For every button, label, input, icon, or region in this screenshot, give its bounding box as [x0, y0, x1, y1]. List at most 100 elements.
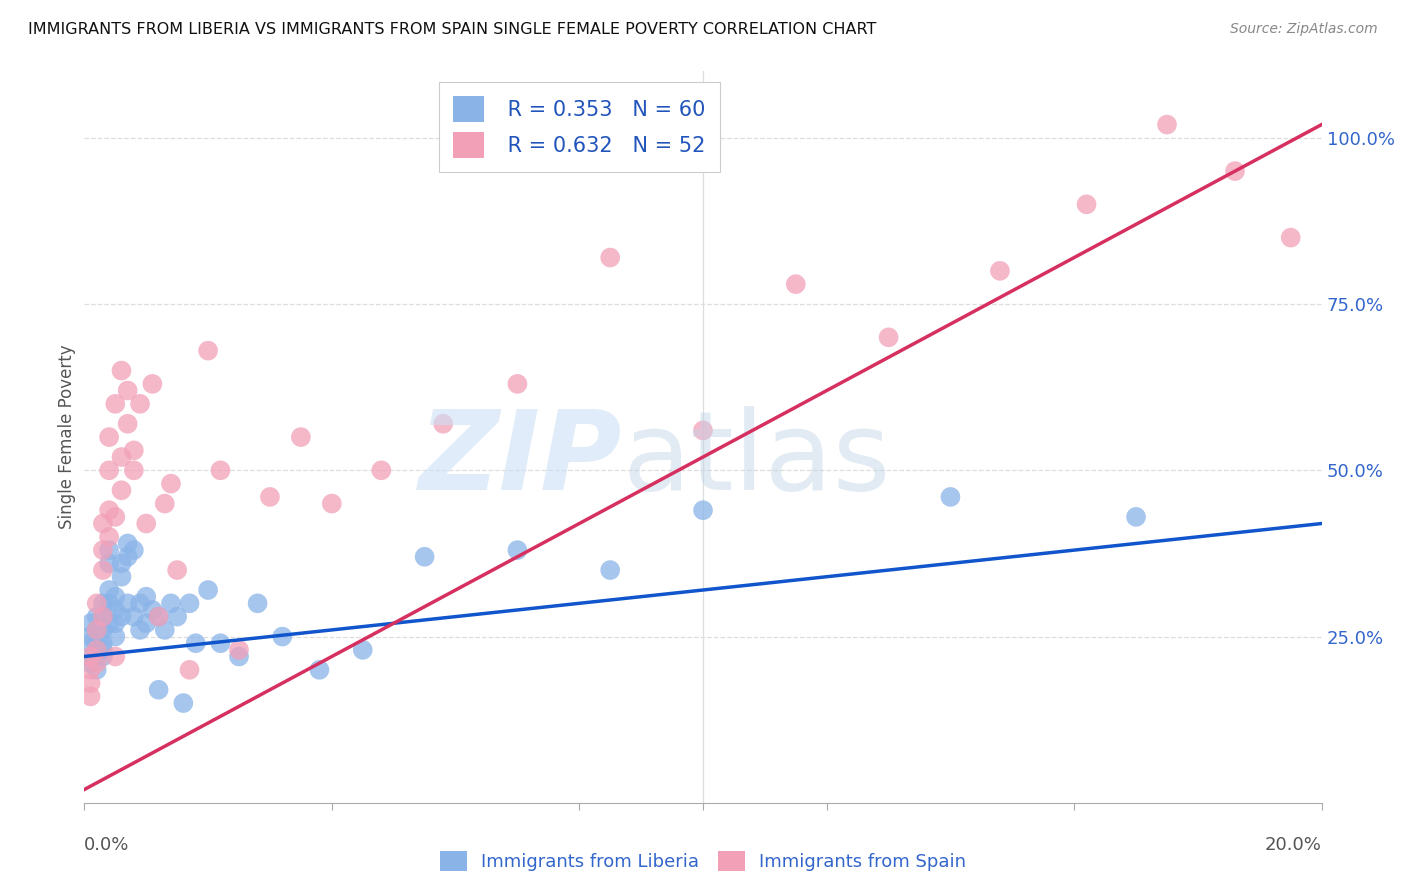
Point — [184, 636, 207, 650]
Point — [135, 590, 157, 604]
Point — [988, 264, 1011, 278]
Point — [117, 596, 139, 610]
Point — [110, 570, 132, 584]
Point — [86, 656, 108, 670]
Point — [179, 663, 201, 677]
Point — [104, 630, 127, 644]
Point — [117, 536, 139, 550]
Text: ZIP: ZIP — [419, 406, 623, 513]
Point — [166, 609, 188, 624]
Point — [122, 609, 145, 624]
Point — [98, 616, 121, 631]
Point — [172, 696, 194, 710]
Point — [599, 251, 621, 265]
Point — [91, 636, 114, 650]
Point — [98, 503, 121, 517]
Point — [79, 676, 101, 690]
Point — [1279, 230, 1302, 244]
Point — [79, 636, 101, 650]
Point — [370, 463, 392, 477]
Point — [1076, 197, 1098, 211]
Point — [98, 557, 121, 571]
Point — [110, 609, 132, 624]
Point — [160, 596, 183, 610]
Point — [352, 643, 374, 657]
Point — [209, 463, 232, 477]
Point — [432, 417, 454, 431]
Point — [79, 656, 101, 670]
Point — [98, 530, 121, 544]
Point — [79, 630, 101, 644]
Text: 20.0%: 20.0% — [1265, 836, 1322, 854]
Point — [91, 609, 114, 624]
Point — [141, 603, 163, 617]
Point — [209, 636, 232, 650]
Point — [129, 397, 152, 411]
Point — [308, 663, 330, 677]
Point — [692, 424, 714, 438]
Text: Source: ZipAtlas.com: Source: ZipAtlas.com — [1230, 22, 1378, 37]
Text: 0.0%: 0.0% — [84, 836, 129, 854]
Point — [1156, 118, 1178, 132]
Point — [86, 649, 108, 664]
Point — [86, 623, 108, 637]
Point — [1223, 164, 1246, 178]
Point — [104, 509, 127, 524]
Point — [86, 663, 108, 677]
Point — [692, 503, 714, 517]
Point — [166, 563, 188, 577]
Point — [91, 643, 114, 657]
Point — [413, 549, 436, 564]
Point — [86, 623, 108, 637]
Point — [91, 563, 114, 577]
Point — [110, 363, 132, 377]
Point — [122, 463, 145, 477]
Point — [135, 616, 157, 631]
Point — [179, 596, 201, 610]
Point — [160, 476, 183, 491]
Point — [98, 582, 121, 597]
Point — [153, 623, 176, 637]
Point — [122, 543, 145, 558]
Point — [104, 649, 127, 664]
Point — [79, 690, 101, 704]
Point — [79, 649, 101, 664]
Point — [599, 563, 621, 577]
Point — [79, 663, 101, 677]
Point — [506, 376, 529, 391]
Point — [122, 443, 145, 458]
Point — [506, 543, 529, 558]
Point — [259, 490, 281, 504]
Point — [104, 616, 127, 631]
Point — [104, 603, 127, 617]
Legend: Immigrants from Liberia, Immigrants from Spain: Immigrants from Liberia, Immigrants from… — [433, 844, 973, 879]
Point — [98, 463, 121, 477]
Point — [110, 483, 132, 498]
Point — [86, 609, 108, 624]
Text: IMMIGRANTS FROM LIBERIA VS IMMIGRANTS FROM SPAIN SINGLE FEMALE POVERTY CORRELATI: IMMIGRANTS FROM LIBERIA VS IMMIGRANTS FR… — [28, 22, 876, 37]
Point — [98, 596, 121, 610]
Point — [271, 630, 294, 644]
Point — [79, 649, 101, 664]
Point — [91, 609, 114, 624]
Text: atlas: atlas — [623, 406, 891, 513]
Point — [104, 590, 127, 604]
Point — [104, 397, 127, 411]
Point — [110, 450, 132, 464]
Point — [117, 417, 139, 431]
Point — [197, 343, 219, 358]
Point — [86, 636, 108, 650]
Point — [91, 623, 114, 637]
Point — [110, 557, 132, 571]
Point — [117, 384, 139, 398]
Point — [877, 330, 900, 344]
Point — [228, 643, 250, 657]
Point — [148, 609, 170, 624]
Point — [246, 596, 269, 610]
Point — [148, 609, 170, 624]
Point — [91, 516, 114, 531]
Legend:  R = 0.353   N = 60,  R = 0.632   N = 52: R = 0.353 N = 60, R = 0.632 N = 52 — [439, 82, 720, 172]
Point — [91, 596, 114, 610]
Point — [98, 543, 121, 558]
Point — [939, 490, 962, 504]
